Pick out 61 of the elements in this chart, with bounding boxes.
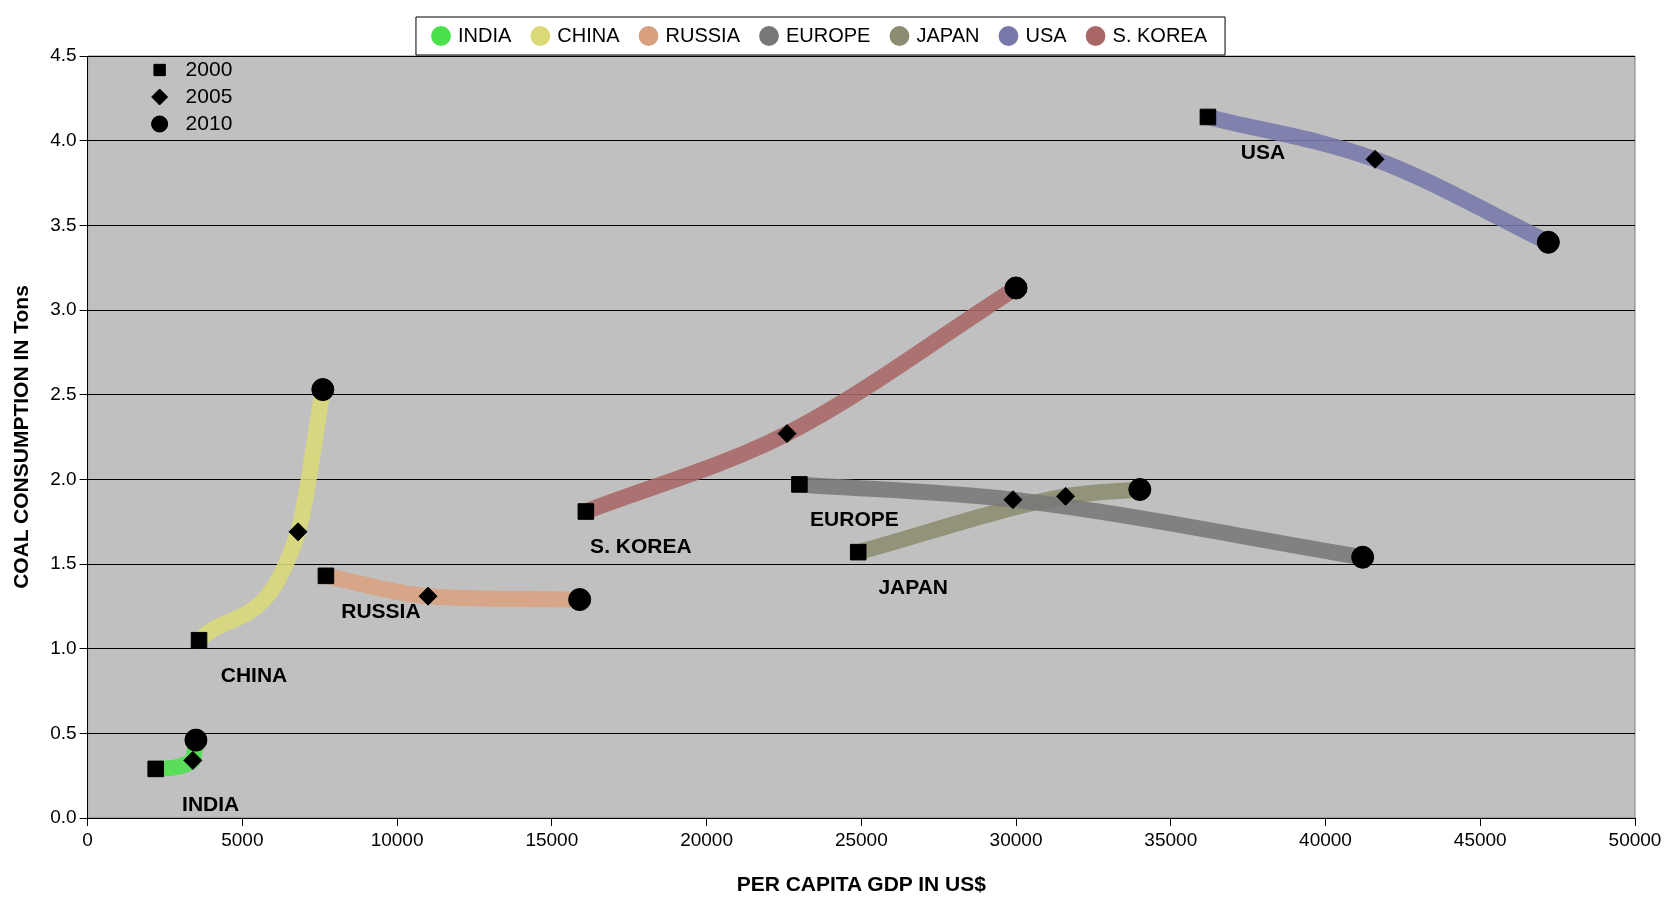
x-tick-label: 35000 — [1144, 828, 1198, 850]
point — [190, 631, 208, 649]
legend-label: USA — [1025, 23, 1068, 46]
legend-label: RUSSIA — [665, 23, 741, 46]
point — [1004, 276, 1028, 300]
x-tick-label: 45000 — [1453, 828, 1507, 850]
point — [418, 586, 438, 606]
point — [1056, 486, 1076, 506]
y-tick-label: 3.5 — [50, 213, 77, 235]
legend-label: CHINA — [557, 23, 621, 46]
legend-label: 2010 — [185, 110, 233, 134]
x-tick-label: 20000 — [680, 828, 733, 850]
point — [1003, 490, 1023, 510]
x-tick-label: 40000 — [1299, 828, 1352, 850]
y-tick-label: 0.5 — [50, 721, 77, 743]
x-tick-label: 10000 — [370, 828, 424, 850]
point — [317, 567, 335, 585]
legend-label: 2000 — [185, 56, 233, 80]
legend-label: 2005 — [185, 83, 233, 107]
y-tick-label: 3.0 — [50, 298, 77, 320]
y-tick-label: 1.5 — [50, 552, 77, 574]
legend-label: JAPAN — [916, 23, 980, 46]
point — [791, 476, 808, 493]
x-tick-label: 30000 — [989, 828, 1043, 850]
y-tick-label: 1.0 — [50, 636, 77, 658]
x-tick-label: 5000 — [221, 828, 264, 850]
x-tick-label: 0 — [82, 828, 93, 850]
point — [184, 728, 208, 752]
point — [288, 522, 308, 542]
point — [1128, 477, 1152, 501]
point — [777, 424, 797, 444]
annotation: S. KOREA — [590, 534, 692, 558]
x-tick-label: 50000 — [1608, 828, 1662, 850]
point — [1536, 230, 1560, 254]
legend-label: EUROPE — [786, 23, 871, 46]
point — [849, 543, 867, 561]
annotation: RUSSIA — [341, 598, 421, 622]
annotation: JAPAN — [878, 574, 949, 598]
annotation: EUROPE — [810, 507, 899, 531]
x-tick-label: 25000 — [834, 828, 888, 850]
x-axis-title: PER CAPITA GDP IN US$ — [736, 872, 987, 896]
y-tick-label: 0.0 — [50, 806, 77, 828]
point — [147, 760, 164, 778]
y-axis-title: COAL CONSUMPTION IN Tons — [9, 285, 33, 589]
y-tick-label: 4.0 — [50, 128, 77, 150]
y-tick-label: 2.0 — [50, 467, 77, 489]
point — [1199, 108, 1217, 126]
annotation: INDIA — [182, 791, 240, 815]
point — [568, 588, 592, 612]
legend-label: INDIA — [457, 23, 512, 46]
annotation: USA — [1240, 139, 1286, 163]
legend-label: S. KOREA — [1112, 23, 1208, 46]
point — [1365, 149, 1385, 169]
x-tick-label: 15000 — [525, 828, 579, 850]
y-tick-label: 4.5 — [50, 44, 77, 66]
annotation: CHINA — [220, 663, 288, 686]
point — [183, 750, 203, 770]
y-tick-label: 2.5 — [50, 382, 77, 404]
point — [1351, 545, 1375, 569]
point — [577, 503, 595, 520]
point — [311, 378, 335, 402]
